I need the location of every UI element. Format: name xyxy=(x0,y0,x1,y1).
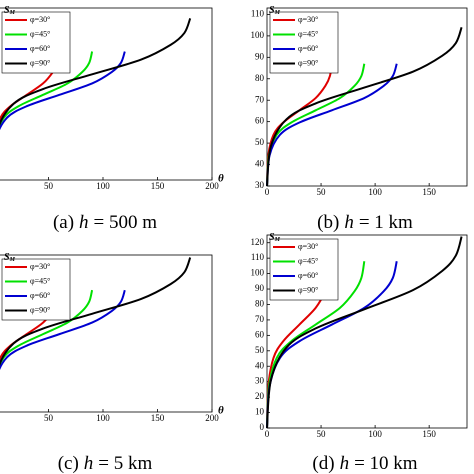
y-axis-label: SM xyxy=(4,252,16,263)
data-line xyxy=(266,26,463,187)
caption-label: (c) xyxy=(58,453,79,474)
y-tick-label: 50 xyxy=(255,345,265,355)
x-tick-label: 150 xyxy=(151,413,165,423)
x-tick-label: 100 xyxy=(96,413,110,423)
y-tick-label: 40 xyxy=(255,159,265,169)
caption-value: = 500 m xyxy=(94,212,158,233)
data-line xyxy=(0,289,126,371)
caption-label: (b) xyxy=(317,212,339,233)
y-tick-label: 90 xyxy=(255,51,265,61)
y-axis-label-sub: M xyxy=(9,257,16,263)
legend-label: φ=45° xyxy=(298,29,318,38)
x-tick-label: 100 xyxy=(96,181,110,191)
x-tick-label: 200 xyxy=(205,413,219,423)
data-line xyxy=(0,257,192,366)
x-tick-label: 50 xyxy=(317,429,327,439)
legend-label: φ=30° xyxy=(30,262,50,271)
caption-variable: h xyxy=(79,212,89,233)
y-tick-label: 110 xyxy=(251,252,265,262)
caption-value: = 10 km xyxy=(354,453,418,474)
legend-label: φ=90° xyxy=(298,58,318,67)
caption-value: = 5 km xyxy=(98,453,152,474)
data-line xyxy=(266,261,366,429)
y-tick-label: 0 xyxy=(260,422,265,432)
data-line xyxy=(0,17,192,126)
x-tick-label: 150 xyxy=(151,181,165,191)
y-tick-label: 20 xyxy=(255,391,265,401)
legend-label: φ=60° xyxy=(30,291,50,300)
y-axis-label-main: S xyxy=(4,5,10,16)
data-line xyxy=(266,63,333,187)
y-tick-label: 120 xyxy=(251,237,265,247)
x-axis-label: θ xyxy=(218,173,224,185)
y-axis-label-sub: M xyxy=(274,237,281,243)
caption: (c) h = 5 km xyxy=(58,453,153,474)
legend-label: φ=45° xyxy=(30,276,50,285)
caption-variable: h xyxy=(340,453,350,474)
y-tick-label: 70 xyxy=(255,94,265,104)
y-axis-label-main: S xyxy=(269,232,275,243)
x-tick-label: 0 xyxy=(265,429,270,439)
legend-label: φ=30° xyxy=(298,15,318,24)
y-axis-label: SM xyxy=(4,5,16,16)
y-tick-label: 50 xyxy=(255,137,265,147)
x-axis-label: θ xyxy=(218,405,224,417)
legend-label: φ=90° xyxy=(30,305,50,314)
x-tick-label: 100 xyxy=(368,429,382,439)
legend-label: φ=45° xyxy=(30,29,50,38)
caption-variable: h xyxy=(84,453,94,474)
legend-label: φ=90° xyxy=(30,58,50,67)
caption-variable: h xyxy=(344,212,354,233)
legend-label: φ=60° xyxy=(298,44,318,53)
x-tick-label: 150 xyxy=(422,187,436,197)
y-axis-label: SM xyxy=(269,5,281,16)
y-axis-label: SM xyxy=(269,232,281,243)
y-tick-label: 100 xyxy=(251,30,265,40)
x-tick-label: 200 xyxy=(205,181,219,191)
y-tick-label: 100 xyxy=(251,268,265,278)
y-tick-label: 90 xyxy=(255,283,265,293)
legend-label: φ=90° xyxy=(298,285,318,294)
legend-box xyxy=(269,11,339,74)
y-tick-label: 40 xyxy=(255,360,265,370)
caption: (d) h = 10 km xyxy=(312,453,417,474)
y-tick-label: 70 xyxy=(255,314,265,324)
x-tick-label: 50 xyxy=(317,187,327,197)
x-tick-label: 50 xyxy=(44,413,54,423)
y-tick-label: 80 xyxy=(255,299,265,309)
y-axis-label-main: S xyxy=(269,5,275,16)
caption: (a) h = 500 m xyxy=(53,212,157,233)
caption: (b) h = 1 km xyxy=(317,212,413,233)
caption-label: (d) xyxy=(312,453,334,474)
caption-label: (a) xyxy=(53,212,74,233)
legend-label: φ=45° xyxy=(298,256,318,265)
data-line xyxy=(266,236,463,429)
plot-frame xyxy=(266,7,468,187)
y-tick-label: 60 xyxy=(255,116,265,126)
x-tick-label: 50 xyxy=(44,181,54,191)
data-line xyxy=(0,51,94,127)
caption-value: = 1 km xyxy=(359,212,413,233)
data-line xyxy=(0,289,94,367)
y-axis-label-sub: M xyxy=(9,10,16,16)
y-tick-label: 60 xyxy=(255,329,265,339)
legend-label: φ=60° xyxy=(298,271,318,280)
legend-label: φ=60° xyxy=(30,44,50,53)
y-axis-label-sub: M xyxy=(274,10,281,16)
y-tick-label: 110 xyxy=(251,8,265,18)
x-tick-label: 100 xyxy=(368,187,382,197)
y-tick-label: 10 xyxy=(255,407,265,417)
legend-label: φ=30° xyxy=(30,15,50,24)
y-tick-label: 30 xyxy=(255,180,265,190)
y-axis-label-main: S xyxy=(4,252,10,263)
legend-label: φ=30° xyxy=(298,242,318,251)
plot-frame xyxy=(266,234,468,429)
x-tick-label: 0 xyxy=(265,187,270,197)
x-tick-label: 150 xyxy=(422,429,436,439)
y-tick-label: 80 xyxy=(255,73,265,83)
y-tick-label: 30 xyxy=(255,376,265,386)
